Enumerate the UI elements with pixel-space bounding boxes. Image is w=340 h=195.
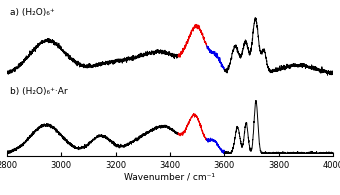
X-axis label: Wavenumber / cm⁻¹: Wavenumber / cm⁻¹ <box>124 173 216 182</box>
Text: a) (H₂O)₆⁺: a) (H₂O)₆⁺ <box>10 9 55 18</box>
Text: b) (H₂O)₆⁺·Ar: b) (H₂O)₆⁺·Ar <box>10 87 68 96</box>
